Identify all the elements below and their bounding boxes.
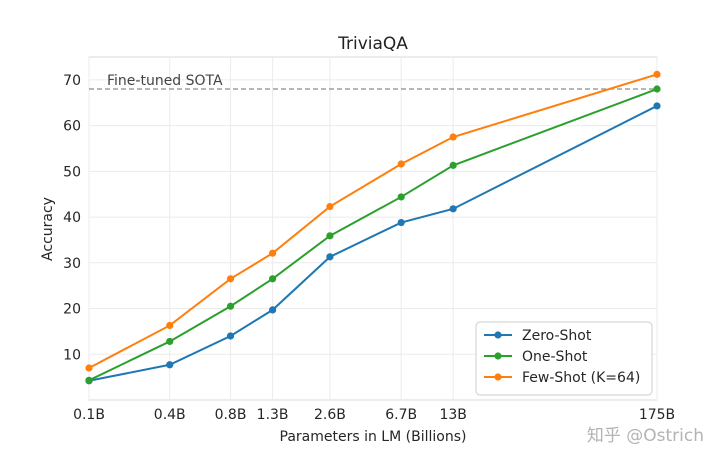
series-line-few-shot-k-64: [88, 73, 658, 369]
chart-title: TriviaQA: [337, 34, 408, 54]
series-line-one-shot: [88, 88, 658, 382]
y-tick-label: 10: [63, 347, 81, 363]
y-tick-label: 30: [63, 256, 81, 272]
x-axis-label: Parameters in LM (Billions): [280, 429, 467, 445]
x-tick-label: 0.8B: [215, 407, 247, 423]
data-point-few-shot-k-64: [269, 249, 277, 257]
data-point-one-shot: [653, 85, 661, 93]
reference-line-label: Fine-tuned SOTA: [107, 73, 223, 89]
watermark: 知乎 @Ostrich: [586, 426, 704, 446]
x-tick-label: 0.1B: [73, 407, 105, 423]
x-tick-label: 13B: [439, 407, 466, 423]
x-tick-label: 6.7B: [385, 407, 417, 423]
series-group: [85, 70, 661, 385]
y-ticks: 10 20 30 40 50 60 70: [63, 73, 81, 363]
legend-marker-one-shot: [494, 352, 502, 360]
data-point-few-shot-k-64: [449, 133, 457, 141]
data-point-zero-shot: [653, 102, 661, 110]
data-point-few-shot-k-64: [85, 364, 93, 372]
data-point-few-shot-k-64: [397, 160, 405, 168]
data-point-zero-shot: [226, 332, 235, 340]
x-ticks: 0.1B 0.4B 0.8B 1.3B 2.6B 6.7B 13B 175B: [73, 407, 675, 423]
series-line-zero-shot: [88, 105, 658, 382]
data-point-one-shot: [449, 161, 457, 169]
data-point-few-shot-k-64: [166, 321, 174, 330]
y-tick-label: 50: [63, 164, 81, 180]
data-point-zero-shot: [326, 253, 334, 261]
data-point-few-shot-k-64: [653, 70, 661, 78]
y-tick-label: 20: [63, 302, 81, 318]
data-point-few-shot-k-64: [326, 202, 334, 211]
reference-line-group: Fine-tuned SOTA: [89, 73, 657, 90]
data-point-few-shot-k-64: [226, 275, 235, 283]
x-tick-label: 2.6B: [314, 407, 346, 423]
x-tick-label: 175B: [639, 407, 675, 423]
data-point-one-shot: [326, 232, 334, 240]
series-few-shot-k-64: [85, 70, 661, 372]
x-tick-label: 1.3B: [257, 407, 289, 423]
data-point-one-shot: [226, 302, 235, 310]
data-point-zero-shot: [397, 218, 405, 227]
data-point-zero-shot: [269, 306, 277, 314]
data-point-one-shot: [397, 193, 405, 201]
data-point-one-shot: [166, 337, 174, 346]
legend-label-zero-shot: Zero-Shot: [522, 328, 592, 344]
legend-label-one-shot: One-Shot: [522, 349, 588, 365]
y-tick-label: 70: [63, 73, 81, 89]
series-one-shot: [85, 85, 661, 384]
data-point-zero-shot: [449, 205, 457, 213]
y-tick-label: 40: [63, 210, 81, 226]
legend-marker-zero-shot: [494, 331, 502, 339]
data-point-zero-shot: [166, 361, 174, 369]
legend: Zero-Shot One-Shot Few-Shot (K=64): [475, 321, 653, 396]
data-point-one-shot: [269, 275, 277, 283]
y-axis-label: Accuracy: [40, 197, 56, 261]
y-tick-label: 60: [63, 119, 81, 135]
legend-label-few-shot-k-64: Few-Shot (K=64): [522, 370, 640, 386]
legend-box: [475, 321, 653, 396]
data-point-one-shot: [85, 376, 93, 384]
legend-marker-few-shot-k-64: [494, 373, 502, 381]
x-tick-label: 0.4B: [154, 407, 186, 423]
grid: [88, 57, 658, 400]
